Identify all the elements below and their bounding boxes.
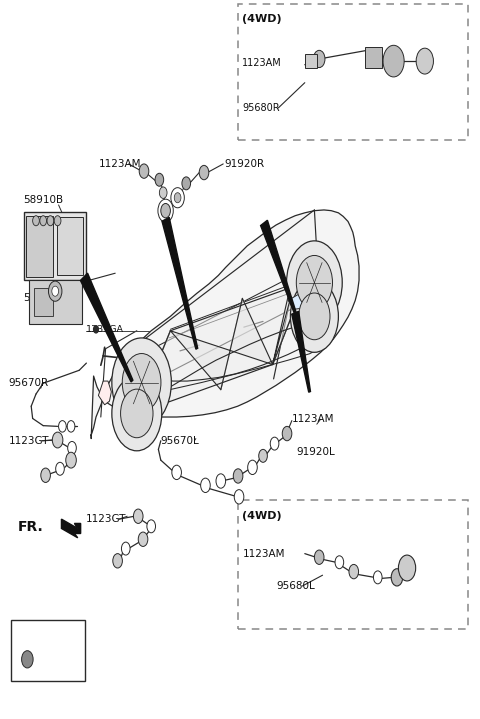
Bar bbox=[238, 4, 468, 140]
Text: 95670R: 95670R bbox=[9, 378, 49, 388]
Circle shape bbox=[48, 281, 62, 301]
Circle shape bbox=[52, 286, 59, 296]
Circle shape bbox=[120, 389, 153, 438]
Bar bbox=[24, 212, 86, 280]
Circle shape bbox=[216, 474, 226, 488]
Circle shape bbox=[68, 441, 76, 454]
Circle shape bbox=[174, 193, 181, 203]
Circle shape bbox=[56, 462, 64, 475]
Bar bbox=[29, 280, 82, 324]
Circle shape bbox=[172, 465, 181, 480]
Circle shape bbox=[248, 460, 257, 475]
Circle shape bbox=[296, 255, 333, 310]
Circle shape bbox=[139, 164, 149, 178]
Circle shape bbox=[112, 376, 162, 451]
Circle shape bbox=[383, 45, 404, 77]
Circle shape bbox=[40, 216, 47, 226]
Text: 95680L: 95680L bbox=[276, 581, 315, 591]
Polygon shape bbox=[273, 283, 305, 365]
Circle shape bbox=[349, 564, 359, 579]
Text: FR.: FR. bbox=[18, 520, 44, 534]
Polygon shape bbox=[81, 273, 133, 382]
Text: 1123AM: 1123AM bbox=[98, 159, 141, 169]
Circle shape bbox=[287, 241, 342, 324]
Circle shape bbox=[314, 550, 324, 564]
Circle shape bbox=[373, 571, 382, 584]
Polygon shape bbox=[137, 283, 305, 413]
Text: 1129ED: 1129ED bbox=[13, 628, 54, 638]
Text: (4WD): (4WD) bbox=[242, 14, 282, 24]
Circle shape bbox=[59, 421, 66, 432]
Polygon shape bbox=[261, 220, 296, 313]
Bar bbox=[305, 54, 317, 68]
Circle shape bbox=[290, 280, 338, 352]
Circle shape bbox=[233, 469, 243, 483]
Circle shape bbox=[270, 437, 279, 450]
Circle shape bbox=[158, 199, 173, 222]
Bar bbox=[57, 217, 83, 275]
Circle shape bbox=[171, 188, 184, 208]
Text: 1123AM: 1123AM bbox=[292, 414, 335, 424]
Text: 1123GT: 1123GT bbox=[85, 514, 126, 524]
Circle shape bbox=[22, 651, 33, 668]
Text: 1123AM: 1123AM bbox=[242, 58, 282, 68]
Circle shape bbox=[147, 520, 156, 533]
Circle shape bbox=[41, 468, 50, 482]
Circle shape bbox=[94, 326, 98, 333]
Circle shape bbox=[391, 569, 403, 586]
Circle shape bbox=[299, 293, 330, 339]
Text: 1339GA: 1339GA bbox=[85, 325, 123, 334]
Text: (4WD): (4WD) bbox=[242, 510, 282, 521]
Circle shape bbox=[47, 216, 54, 226]
Text: 91920R: 91920R bbox=[225, 159, 265, 169]
Bar bbox=[11, 620, 85, 681]
Circle shape bbox=[282, 426, 292, 441]
Text: 58960: 58960 bbox=[23, 293, 56, 303]
Circle shape bbox=[138, 532, 148, 546]
Polygon shape bbox=[91, 210, 359, 439]
Circle shape bbox=[54, 216, 61, 226]
Circle shape bbox=[199, 165, 209, 180]
Text: 95670L: 95670L bbox=[161, 436, 200, 446]
Circle shape bbox=[52, 432, 63, 448]
Polygon shape bbox=[288, 295, 310, 309]
Polygon shape bbox=[98, 381, 111, 405]
Circle shape bbox=[234, 490, 244, 504]
Polygon shape bbox=[170, 298, 273, 390]
Circle shape bbox=[133, 509, 143, 523]
Polygon shape bbox=[162, 217, 198, 349]
Circle shape bbox=[182, 177, 191, 190]
Circle shape bbox=[67, 421, 75, 432]
Circle shape bbox=[335, 556, 344, 569]
Text: 91920L: 91920L bbox=[297, 446, 336, 457]
Polygon shape bbox=[292, 311, 311, 392]
Circle shape bbox=[398, 555, 416, 581]
Circle shape bbox=[33, 216, 39, 226]
Circle shape bbox=[161, 203, 170, 218]
Text: 1123AM: 1123AM bbox=[242, 549, 285, 559]
Bar bbox=[238, 500, 468, 629]
Circle shape bbox=[313, 50, 325, 68]
Circle shape bbox=[201, 478, 210, 493]
Text: 95680R: 95680R bbox=[242, 103, 280, 113]
Circle shape bbox=[113, 554, 122, 568]
Text: 1123GT: 1123GT bbox=[9, 436, 49, 446]
Circle shape bbox=[121, 542, 130, 555]
Bar bbox=[365, 47, 382, 68]
Circle shape bbox=[66, 452, 76, 468]
Polygon shape bbox=[61, 519, 81, 538]
Circle shape bbox=[416, 48, 433, 74]
Bar bbox=[26, 216, 53, 277]
Text: 58910B: 58910B bbox=[23, 195, 63, 205]
Circle shape bbox=[155, 173, 164, 186]
Circle shape bbox=[259, 449, 267, 462]
Circle shape bbox=[112, 338, 171, 427]
Circle shape bbox=[159, 187, 167, 198]
Bar bbox=[34, 288, 53, 316]
Circle shape bbox=[122, 354, 161, 411]
